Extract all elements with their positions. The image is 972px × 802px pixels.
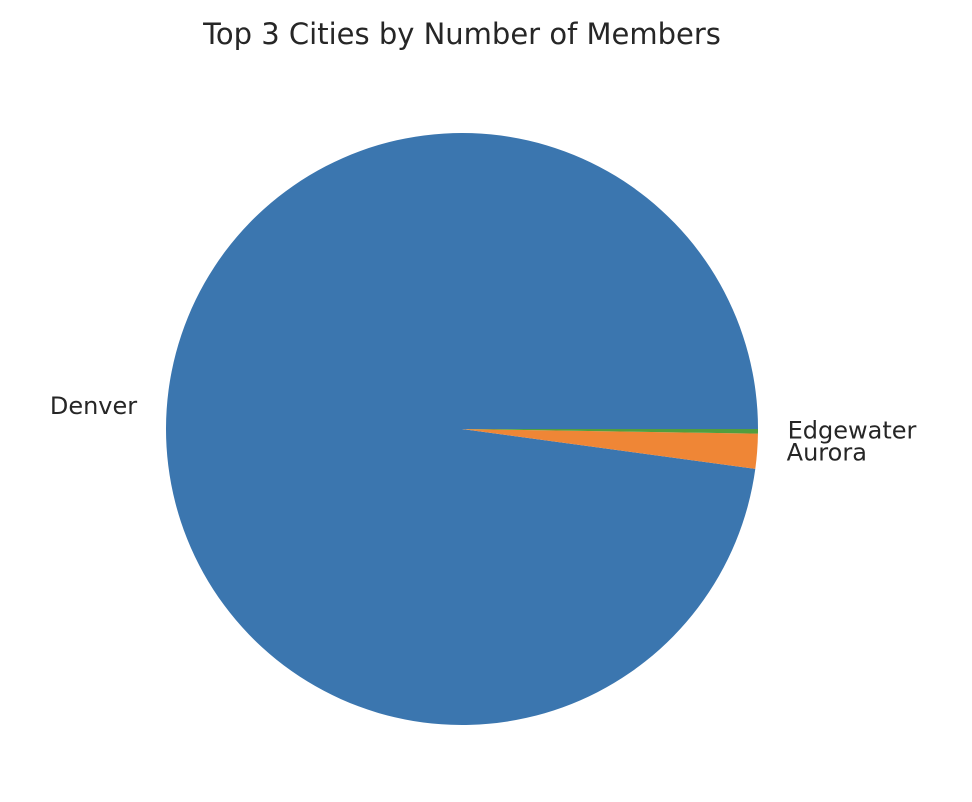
pie-slice-aurora — [462, 429, 758, 469]
pie-label-aurora: Aurora — [787, 439, 867, 467]
pie-slices — [166, 133, 759, 726]
pie-label-edgewater: Edgewater — [788, 417, 917, 445]
pie-slice-edgewater — [462, 429, 758, 434]
pie-label-denver: Denver — [50, 392, 137, 420]
pie-slice-denver — [166, 133, 759, 726]
chart-title: Top 3 Cities by Number of Members — [202, 17, 721, 51]
